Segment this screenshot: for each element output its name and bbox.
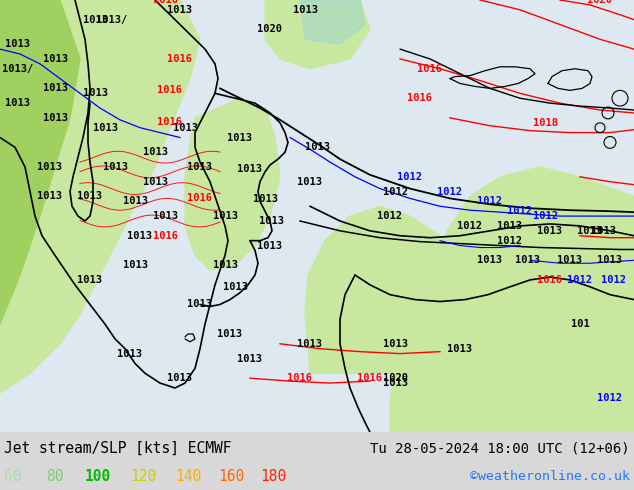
- Text: 101: 101: [571, 319, 590, 329]
- Polygon shape: [0, 0, 80, 324]
- Text: 1016: 1016: [358, 373, 382, 383]
- Text: 1013: 1013: [6, 98, 30, 108]
- Text: 160: 160: [218, 468, 244, 484]
- Text: 1016: 1016: [188, 194, 212, 203]
- Text: 1013: 1013: [382, 378, 408, 388]
- Text: 1013: 1013: [477, 255, 503, 265]
- Text: 1013: 1013: [153, 211, 178, 221]
- Text: 1013: 1013: [448, 343, 472, 354]
- Text: 1013: 1013: [37, 162, 63, 172]
- Text: 1013: 1013: [42, 83, 67, 94]
- Text: 1012: 1012: [477, 196, 503, 206]
- Text: 1013: 1013: [6, 39, 30, 49]
- Text: 1013: 1013: [228, 132, 252, 143]
- Text: 1012: 1012: [437, 187, 462, 196]
- Text: 1012: 1012: [533, 211, 557, 221]
- Text: 1013: 1013: [212, 211, 238, 221]
- Text: 1013: 1013: [143, 147, 167, 157]
- Text: 1016: 1016: [408, 93, 432, 103]
- Text: 1013/: 1013/: [3, 64, 34, 74]
- Text: 1016: 1016: [153, 231, 178, 241]
- Text: 1012: 1012: [398, 172, 422, 182]
- Text: 1013: 1013: [188, 299, 212, 310]
- Text: 1012: 1012: [458, 221, 482, 231]
- Text: Tu 28-05-2024 18:00 UTC (12+06): Tu 28-05-2024 18:00 UTC (12+06): [370, 441, 630, 455]
- Text: 1013: 1013: [172, 122, 198, 133]
- Text: 1013: 1013: [82, 15, 108, 24]
- Polygon shape: [0, 0, 200, 393]
- Text: 1016: 1016: [167, 54, 193, 64]
- Text: 1013: 1013: [597, 255, 623, 265]
- Text: 1013/: 1013/: [96, 15, 127, 24]
- Text: 1013: 1013: [592, 226, 616, 236]
- Text: Jet stream/SLP [kts] ECMWF: Jet stream/SLP [kts] ECMWF: [4, 441, 231, 456]
- Text: 1013: 1013: [77, 275, 103, 285]
- Text: 1013: 1013: [82, 88, 108, 98]
- Text: 1013: 1013: [167, 5, 193, 15]
- Text: 1013: 1013: [252, 195, 278, 204]
- Text: 180: 180: [260, 468, 286, 484]
- Text: 1013: 1013: [223, 282, 247, 292]
- Text: 1013: 1013: [306, 142, 330, 152]
- Text: 1012: 1012: [377, 211, 403, 221]
- Text: 1016: 1016: [418, 64, 443, 74]
- Text: 1013: 1013: [257, 241, 283, 250]
- Text: 1013: 1013: [37, 192, 63, 201]
- Text: 1013: 1013: [498, 221, 522, 231]
- Text: 1013: 1013: [297, 177, 323, 187]
- Text: 1012: 1012: [507, 206, 533, 216]
- Text: 1016: 1016: [157, 85, 183, 96]
- Text: 1013: 1013: [103, 162, 127, 172]
- Text: 1020: 1020: [382, 373, 408, 383]
- Text: 1020: 1020: [588, 0, 612, 5]
- Text: 1013: 1013: [77, 192, 103, 201]
- Text: 1013: 1013: [122, 260, 148, 270]
- Text: 1013: 1013: [117, 348, 143, 359]
- Text: 1016: 1016: [153, 0, 178, 5]
- Text: 1013: 1013: [557, 255, 583, 265]
- Text: 1013: 1013: [122, 196, 148, 206]
- Text: 1018: 1018: [533, 118, 557, 128]
- Text: 1012: 1012: [602, 275, 626, 285]
- Text: 1013: 1013: [212, 260, 238, 270]
- Text: 1013: 1013: [42, 54, 67, 64]
- Polygon shape: [390, 167, 634, 432]
- Polygon shape: [265, 0, 370, 69]
- Text: 1013: 1013: [238, 164, 262, 174]
- Text: 100: 100: [85, 468, 111, 484]
- Text: 1013: 1013: [515, 255, 541, 265]
- Text: 120: 120: [130, 468, 156, 484]
- Text: 1020: 1020: [257, 24, 283, 34]
- Text: 1013: 1013: [382, 339, 408, 349]
- Text: 1012: 1012: [597, 393, 623, 403]
- Text: 1012: 1012: [382, 187, 408, 196]
- Text: 140: 140: [175, 468, 201, 484]
- Text: 1016: 1016: [287, 373, 313, 383]
- Text: 1013: 1013: [292, 5, 318, 15]
- Text: 60: 60: [4, 468, 22, 484]
- Text: 1013: 1013: [42, 113, 67, 123]
- Text: 1013: 1013: [143, 177, 167, 187]
- Text: 1016: 1016: [157, 117, 183, 127]
- Polygon shape: [185, 98, 280, 270]
- Text: 1016: 1016: [538, 275, 562, 285]
- Text: 1013: 1013: [538, 226, 562, 236]
- Text: 1013: 1013: [188, 162, 212, 172]
- Text: 1013: 1013: [217, 329, 242, 339]
- Text: 1012: 1012: [498, 236, 522, 245]
- Polygon shape: [300, 0, 365, 44]
- Polygon shape: [305, 206, 460, 373]
- Text: 1013: 1013: [297, 339, 323, 349]
- Text: 1012: 1012: [567, 275, 593, 285]
- Text: 1013: 1013: [238, 353, 262, 364]
- Text: 1013: 1013: [167, 373, 193, 383]
- Text: 1013: 1013: [127, 231, 153, 241]
- Text: ©weatheronline.co.uk: ©weatheronline.co.uk: [470, 469, 630, 483]
- Text: 1013: 1013: [93, 122, 117, 133]
- Text: 1013: 1013: [578, 226, 602, 236]
- Text: 1013: 1013: [259, 216, 285, 226]
- Text: 80: 80: [46, 468, 63, 484]
